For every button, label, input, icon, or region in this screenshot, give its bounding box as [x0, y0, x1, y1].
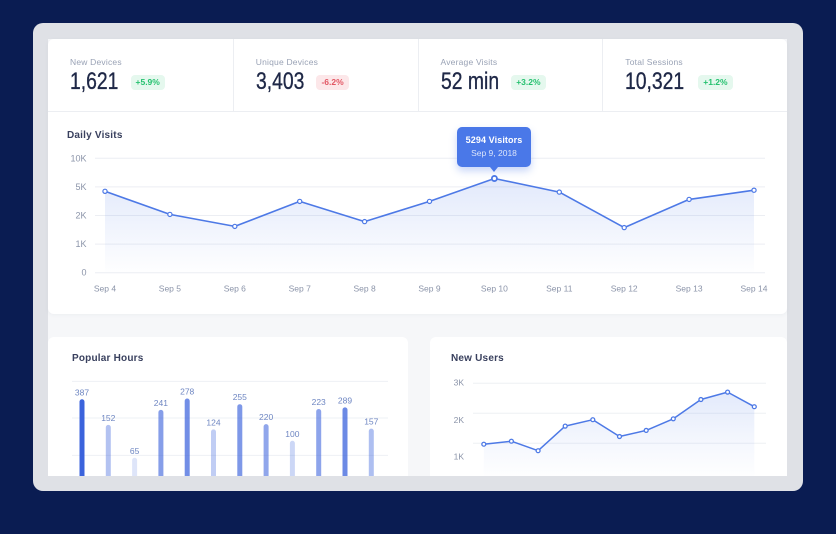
- svg-text:1K: 1K: [454, 452, 465, 462]
- svg-text:2K: 2K: [454, 415, 465, 425]
- svg-text:Sep 6: Sep 6: [224, 284, 246, 294]
- svg-text:2K: 2K: [75, 211, 86, 221]
- svg-text:Sep 10: Sep 10: [481, 284, 508, 294]
- svg-text:Sep 12: Sep 12: [611, 284, 638, 294]
- svg-text:10K: 10K: [70, 153, 86, 163]
- svg-text:Sep 11: Sep 11: [546, 284, 573, 294]
- svg-text:Sep 13: Sep 13: [676, 284, 703, 294]
- svg-text:289: 289: [338, 395, 352, 405]
- svg-text:100: 100: [285, 429, 299, 439]
- svg-text:241: 241: [154, 398, 168, 408]
- svg-text:65: 65: [130, 446, 140, 456]
- svg-text:Sep 8: Sep 8: [353, 284, 375, 294]
- svg-text:Sep 9: Sep 9: [418, 284, 440, 294]
- svg-text:220: 220: [259, 412, 273, 422]
- svg-text:0: 0: [81, 268, 86, 278]
- svg-text:1K: 1K: [75, 239, 86, 249]
- svg-text:5K: 5K: [75, 182, 86, 192]
- svg-text:Sep 4: Sep 4: [94, 284, 116, 294]
- svg-text:387: 387: [75, 387, 89, 397]
- svg-text:157: 157: [364, 417, 378, 427]
- svg-text:278: 278: [180, 387, 194, 397]
- svg-text:255: 255: [233, 392, 247, 402]
- svg-text:Sep 7: Sep 7: [289, 284, 311, 294]
- svg-text:3K: 3K: [454, 377, 465, 387]
- svg-text:124: 124: [206, 417, 220, 427]
- svg-text:Sep 5: Sep 5: [159, 284, 181, 294]
- svg-text:152: 152: [101, 413, 115, 423]
- svg-text:Sep 14: Sep 14: [741, 284, 768, 294]
- svg-text:223: 223: [312, 397, 326, 407]
